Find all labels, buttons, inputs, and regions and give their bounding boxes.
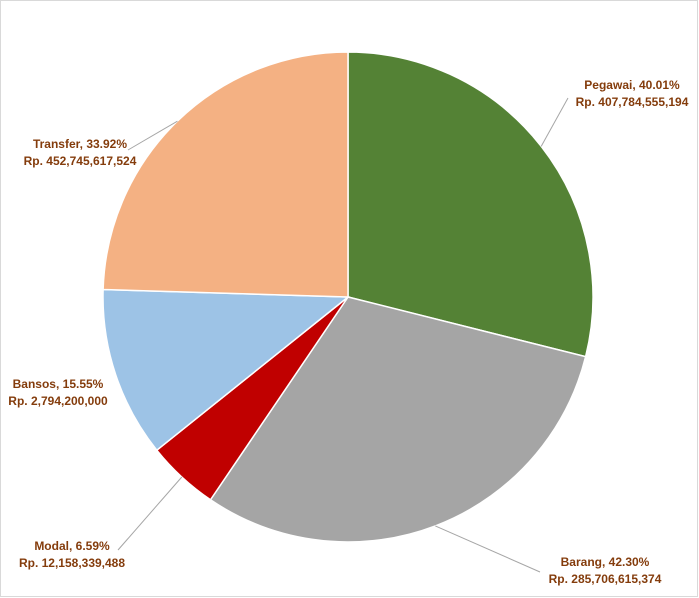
- data-label: Bansos, 15.55%: [13, 377, 104, 391]
- value-label: 33.92%: [86, 137, 127, 151]
- label-separator: ,: [69, 539, 76, 553]
- pie-slice: [209, 296, 587, 543]
- data-label: Transfer, 33.92%: [33, 137, 127, 151]
- leader-line: [127, 120, 178, 151]
- data-label: Pegawai, 40.01%: [584, 78, 680, 92]
- category-label: Transfer: [33, 137, 81, 151]
- value-label: 6.59%: [76, 539, 110, 553]
- label-separator: ,: [602, 555, 609, 569]
- leader-line: [117, 476, 183, 551]
- value-label: 15.55%: [63, 377, 104, 391]
- amount-label: Rp. 407,784,555,194: [576, 95, 689, 109]
- leader-line: [435, 525, 541, 573]
- value-label: 40.01%: [639, 78, 680, 92]
- pie-slice: [347, 51, 594, 358]
- category-label: Barang: [561, 555, 602, 569]
- category-label: Pegawai: [584, 78, 632, 92]
- value-label: 42.30%: [609, 555, 650, 569]
- category-label: Bansos: [13, 377, 57, 391]
- amount-label: Rp. 452,745,617,524: [24, 154, 137, 168]
- label-separator: ,: [80, 137, 87, 151]
- label-separator: ,: [632, 78, 639, 92]
- label-separator: ,: [56, 377, 63, 391]
- pie-slice: [102, 51, 349, 298]
- data-label: Modal, 6.59%: [34, 539, 110, 553]
- amount-label: Rp. 285,706,615,374: [549, 572, 662, 586]
- amount-label: Rp. 2,794,200,000: [8, 394, 108, 408]
- data-label: Barang, 42.30%: [561, 555, 650, 569]
- leader-line: [540, 97, 569, 147]
- pie-slice: [102, 288, 351, 452]
- category-label: Modal: [34, 539, 69, 553]
- amount-label: Rp. 12,158,339,488: [19, 556, 125, 570]
